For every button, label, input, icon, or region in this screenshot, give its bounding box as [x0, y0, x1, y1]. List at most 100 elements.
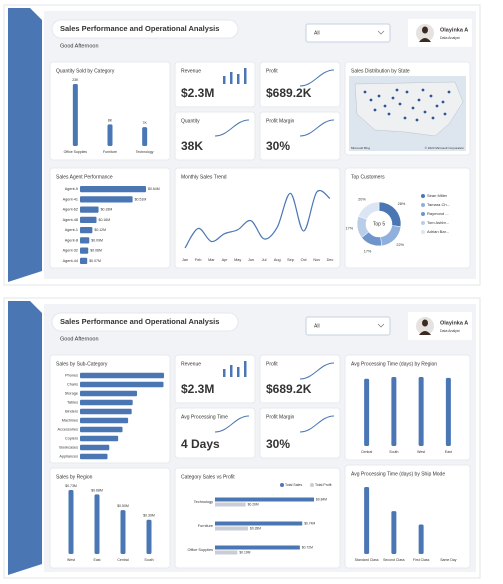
legend-marker — [421, 194, 425, 198]
value-label: 7K — [143, 121, 148, 125]
map-dot — [373, 108, 377, 112]
bar — [215, 545, 300, 550]
avatar-figure — [419, 26, 431, 42]
x-tick-label: Dec — [327, 258, 334, 262]
bar — [391, 511, 397, 554]
value-label: 8K — [108, 118, 113, 122]
filter-value: All — [314, 30, 320, 36]
map-dot — [431, 116, 435, 120]
category-label: Office Supplies — [64, 150, 88, 154]
bar — [445, 377, 451, 446]
category-label: Accessories — [58, 428, 79, 432]
category-label: East — [93, 558, 100, 562]
greeting: Good Afternoon — [60, 336, 99, 342]
dashboard-title: Sales Performance and Operational Analys… — [60, 317, 219, 326]
x-tick-label: Jun — [248, 258, 254, 262]
sparkline — [299, 69, 335, 87]
legend-label: Sean Miller — [427, 193, 448, 198]
category-label: Machines — [62, 419, 78, 423]
side-band — [8, 301, 42, 575]
category-label: Appliances — [59, 455, 78, 459]
panel-title: Profit — [266, 68, 278, 74]
legend-marker — [421, 230, 425, 234]
map-dot — [405, 90, 409, 94]
bar — [107, 124, 113, 146]
bar — [418, 524, 424, 554]
category-label: Furniture — [103, 150, 117, 154]
x-tick-label: Jan — [182, 258, 188, 262]
kpi-value: 30% — [266, 437, 290, 451]
value-label: 22% — [396, 243, 404, 247]
panel — [174, 407, 256, 459]
bar — [80, 196, 133, 203]
value-label: $0.68M — [91, 488, 103, 492]
kpi-value: $689.2K — [266, 382, 312, 396]
legend-marker — [421, 203, 425, 207]
x-tick-label: Mar — [208, 258, 215, 262]
sparkline — [299, 362, 335, 380]
panel-title: Quantity Sold by Category — [56, 68, 115, 74]
kpi-value: 30% — [266, 139, 290, 153]
filter-value: All — [314, 323, 320, 329]
line — [184, 189, 331, 249]
filter-dropdown[interactable] — [305, 316, 391, 336]
user-role: Data Analyst — [440, 329, 460, 333]
panel — [259, 61, 341, 108]
panel-title: Sales by Sub-Category — [56, 361, 108, 367]
panel — [344, 464, 471, 569]
map-dot — [398, 102, 402, 106]
category-label: Chairs — [67, 383, 78, 387]
value-label: 17% — [346, 227, 354, 231]
category-label: Office Supplies — [188, 548, 214, 552]
value-label: $0.51M — [135, 197, 147, 201]
legend-label: Total Sales — [285, 483, 302, 487]
sparkline — [299, 415, 335, 433]
legend-marker — [421, 221, 425, 225]
map-dot — [363, 90, 367, 94]
x-tick-label: Jul — [262, 258, 267, 262]
legend-label: Tamara Ch... — [427, 202, 450, 207]
category-label: Binders — [65, 410, 78, 414]
category-label: Phones — [65, 374, 78, 378]
bar — [80, 453, 108, 460]
bar — [215, 526, 248, 531]
value-label: $0.07M — [89, 259, 101, 263]
panel-title: Avg Processing Time (days) by Ship Mode — [351, 471, 445, 477]
category-label: South — [389, 450, 398, 454]
category-label: East — [445, 450, 452, 454]
sparkbar — [223, 369, 226, 377]
value-label: 20% — [358, 197, 366, 201]
x-tick-label: Aug — [274, 258, 281, 262]
x-tick-label: Feb — [195, 258, 202, 262]
side-band — [8, 8, 42, 282]
value-label: $0.73M — [65, 484, 77, 488]
greeting: Good Afternoon — [60, 43, 99, 49]
bar — [80, 186, 146, 193]
sparkbar — [244, 361, 247, 377]
donut-center: Top 5 — [373, 221, 385, 227]
dropdown-chevron — [377, 323, 385, 328]
panel-title: Category Sales vs Profit — [181, 474, 235, 480]
category-label: Same Day — [440, 558, 457, 562]
panel — [49, 467, 171, 569]
filter-dropdown[interactable] — [305, 23, 391, 43]
value-label: $0.16M — [99, 218, 111, 222]
dashboard-title: Sales Performance and Operational Analys… — [60, 24, 219, 33]
sparkline — [214, 415, 250, 433]
sparkline — [214, 119, 250, 137]
category-label: First Class — [413, 558, 430, 562]
map-dot — [429, 94, 433, 98]
value-label: 23K — [72, 78, 79, 82]
user-role: Data Analyst — [440, 36, 460, 40]
legend-label: Raymond ... — [427, 211, 449, 216]
map-dot — [417, 98, 421, 102]
legend-marker — [421, 212, 425, 216]
kpi-value: $2.3M — [181, 382, 214, 396]
kpi-value: $689.2K — [266, 86, 312, 100]
panel-title: Revenue — [181, 68, 201, 74]
title-pill — [51, 19, 239, 39]
x-tick-label: Nov — [313, 258, 320, 262]
bar — [80, 372, 164, 379]
panel-title: Top Customers — [351, 174, 385, 180]
value-label: $0.08M — [90, 249, 102, 253]
